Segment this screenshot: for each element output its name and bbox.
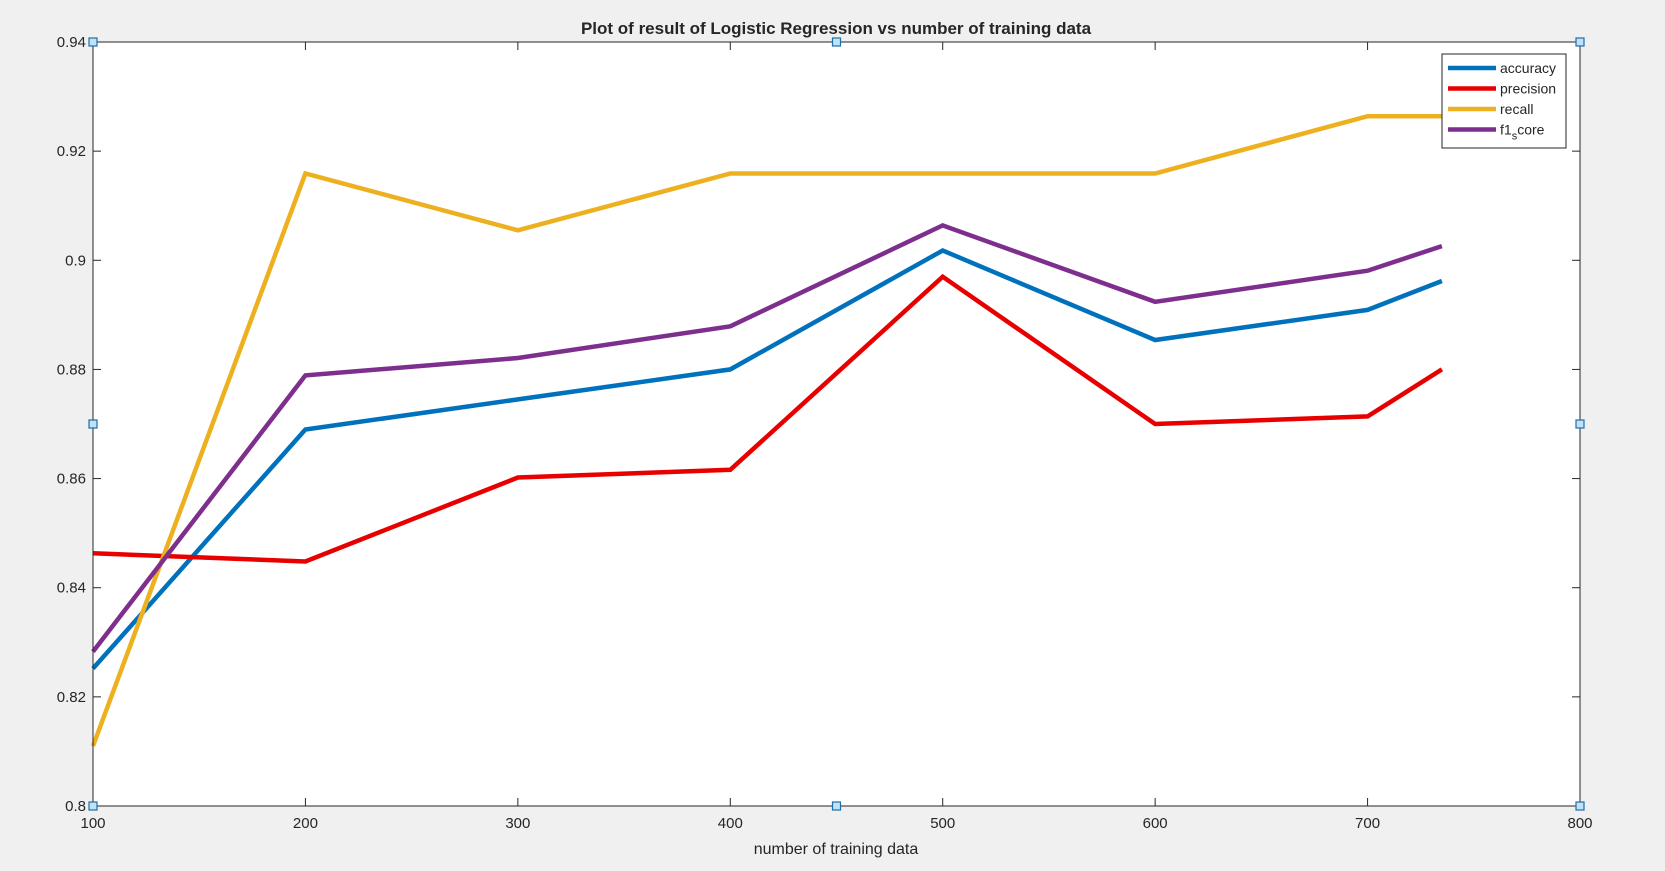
y-tick-label: 0.84 — [57, 580, 86, 597]
resize-handle[interactable] — [88, 419, 98, 429]
x-tick-label: 100 — [80, 815, 105, 832]
x-tick-label: 300 — [505, 815, 530, 832]
series-line-accuracy — [91, 247, 1443, 670]
resize-handle[interactable] — [88, 37, 98, 47]
selection-handles[interactable] — [88, 37, 1585, 811]
x-tick-label: 500 — [930, 815, 955, 832]
legend-label-recall: recall — [1500, 101, 1533, 117]
x-tick-label: 800 — [1567, 815, 1592, 832]
y-tick-label: 0.88 — [57, 361, 86, 378]
legend: accuracy precision recall f1score — [1441, 53, 1567, 149]
plot-area — [93, 42, 1580, 806]
legend-label-subscript: s — [1512, 131, 1518, 143]
resize-handle[interactable] — [88, 801, 98, 811]
x-tick-label: 400 — [718, 815, 743, 832]
y-tick-label: 0.82 — [57, 689, 86, 706]
resize-handle[interactable] — [1575, 37, 1585, 47]
series-line-precision — [92, 273, 1444, 564]
y-tick-label: 0.94 — [57, 34, 86, 51]
legend-label-suffix: core — [1517, 122, 1544, 138]
series-line-f1 — [91, 222, 1443, 653]
resize-handle[interactable] — [831, 801, 842, 811]
chart-title: Plot of result of Logistic Regression vs… — [581, 19, 1092, 38]
y-tick-label: 0.8 — [65, 798, 86, 815]
y-tick-label: 0.92 — [57, 143, 86, 160]
legend-label-precision: precision — [1500, 81, 1556, 97]
y-tick-label: 0.9 — [65, 252, 86, 269]
axis-ticks: 100 200 300 400 500 600 700 800 0.8 0.82 0.84 0.86 0… — [57, 34, 1593, 832]
resize-handle[interactable] — [1575, 419, 1585, 429]
resize-handle[interactable] — [831, 37, 842, 47]
x-tick-label: 600 — [1143, 815, 1168, 832]
legend-label-main: f1 — [1500, 122, 1512, 138]
series-lines — [90, 113, 1444, 747]
x-axis-label: number of training data — [754, 841, 919, 858]
x-tick-label: 200 — [293, 815, 318, 832]
x-tick-label: 700 — [1355, 815, 1380, 832]
y-tick-label: 0.86 — [57, 471, 86, 488]
legend-label-f1: f1score — [1500, 122, 1545, 143]
legend-label-accuracy: accuracy — [1500, 60, 1556, 76]
resize-handle[interactable] — [1575, 801, 1585, 811]
series-line-recall — [90, 113, 1442, 747]
